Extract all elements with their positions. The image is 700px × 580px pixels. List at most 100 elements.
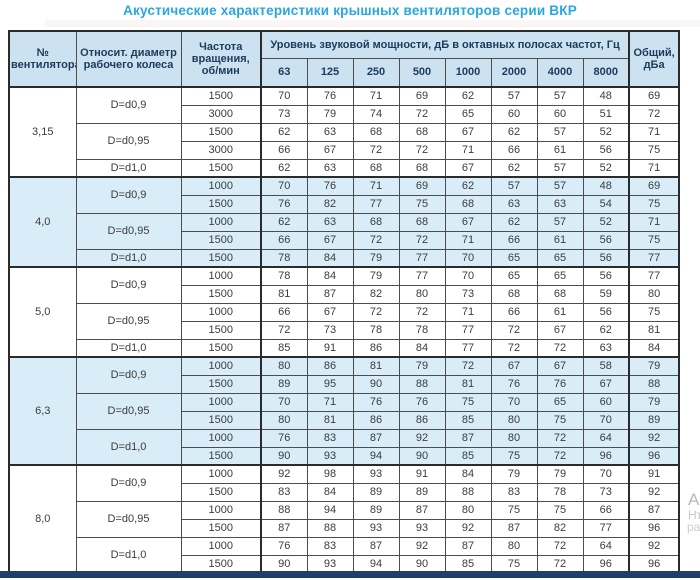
speed-cell: 1000 [180,356,262,376]
level-cell: 75 [490,500,538,520]
total-cell: 88 [628,374,680,394]
table-row: D=d0,95 1000 70 71 76 76 75 70 65 60 79 [9,392,680,430]
speed-cell: 1500 [180,86,262,106]
level-cell: 66 [260,140,308,160]
level-cell: 72 [398,302,446,322]
level-cell: 92 [398,536,446,556]
level-cell: 72 [536,446,584,466]
header-total: Общий, дБа [628,30,680,88]
level-cell: 89 [398,482,446,502]
level-cell: 68 [536,284,584,304]
level-cell: 67 [536,320,584,340]
diameter-cell: D=d0,9 [75,176,182,214]
level-cell: 66 [260,302,308,322]
level-cell: 65 [444,104,492,124]
level-cell: 80 [444,500,492,520]
level-cell: 84 [306,266,354,286]
speed-cell: 1500 [180,158,262,178]
header-frequency-8000: 8000 [582,58,630,88]
level-cell: 89 [352,500,400,520]
level-cell: 66 [490,140,538,160]
level-cell: 51 [582,104,630,124]
level-cell: 61 [536,140,584,160]
table-row: 1500 90 93 94 90 85 75 72 96 96 [9,554,680,574]
level-cell: 71 [444,140,492,160]
level-cell: 87 [352,428,400,448]
level-cell: 79 [536,464,584,484]
level-cell: 79 [398,356,446,376]
level-cell: 72 [352,230,400,250]
level-cell: 81 [444,374,492,394]
level-cell: 85 [260,338,308,358]
level-cell: 52 [582,122,630,142]
header-sound-power: Уровень звуковой мощности, дБ в октавных… [259,30,630,59]
speed-cell: 1000 [180,176,262,196]
level-cell: 65 [536,392,584,412]
level-cell: 89 [352,482,400,502]
level-cell: 83 [490,482,538,502]
level-cell: 96 [582,446,630,466]
level-cell: 90 [352,374,400,394]
level-cell: 79 [490,464,538,484]
level-cell: 62 [444,176,492,196]
level-cell: 78 [260,266,308,286]
level-cell: 71 [444,302,492,322]
level-cell: 74 [352,104,400,124]
speed-cell: 1500 [180,518,262,538]
level-cell: 54 [582,194,630,214]
level-cell: 68 [398,158,446,178]
total-cell: 72 [628,104,680,124]
level-cell: 77 [444,320,492,340]
level-cell: 60 [490,104,538,124]
total-cell: 79 [628,356,680,376]
level-cell: 92 [444,518,492,538]
level-cell: 92 [260,464,308,484]
level-cell: 71 [352,86,400,106]
level-cell: 82 [536,518,584,538]
fan-number-cell: 4,0 [8,176,77,268]
total-cell: 80 [628,284,680,304]
diameter-cell: D=d1,0 [75,248,182,268]
total-cell: 92 [628,428,680,448]
speed-cell: 1000 [180,212,262,232]
level-cell: 57 [536,86,584,106]
total-cell: 89 [628,410,680,430]
level-cell: 72 [490,338,538,358]
level-cell: 65 [536,266,584,286]
header-speed: Частота вращения, об/мин [180,30,262,88]
level-cell: 79 [352,248,400,268]
speed-cell: 1000 [180,266,262,286]
level-cell: 66 [260,230,308,250]
level-cell: 63 [306,212,354,232]
total-cell: 75 [628,230,680,250]
level-cell: 66 [582,500,630,520]
total-cell: 69 [628,86,680,106]
level-cell: 70 [582,410,630,430]
level-cell: 93 [352,464,400,484]
fan-number-cell: 8,0 [8,464,77,574]
level-cell: 86 [398,410,446,430]
level-cell: 64 [582,428,630,448]
level-cell: 57 [536,158,584,178]
diameter-cell: D=d0,95 [75,392,182,430]
level-cell: 66 [490,302,538,322]
level-cell: 78 [352,320,400,340]
level-cell: 68 [352,122,400,142]
table-row: D=d1,0 1500 62 63 68 68 67 62 57 52 71 [9,158,680,178]
level-cell: 88 [444,482,492,502]
level-cell: 93 [306,446,354,466]
level-cell: 70 [490,392,538,412]
level-cell: 72 [490,320,538,340]
level-cell: 60 [582,392,630,412]
speed-cell: 1000 [180,536,262,556]
level-cell: 59 [582,284,630,304]
level-cell: 98 [306,464,354,484]
diameter-cell: D=d0,95 [75,212,182,250]
level-cell: 85 [444,410,492,430]
table-row: 1500 81 87 82 80 73 68 68 59 80 [9,284,680,304]
level-cell: 80 [490,428,538,448]
header-frequency-250: 250 [352,58,400,88]
level-cell: 72 [260,320,308,340]
level-cell: 62 [260,122,308,142]
level-cell: 72 [352,302,400,322]
